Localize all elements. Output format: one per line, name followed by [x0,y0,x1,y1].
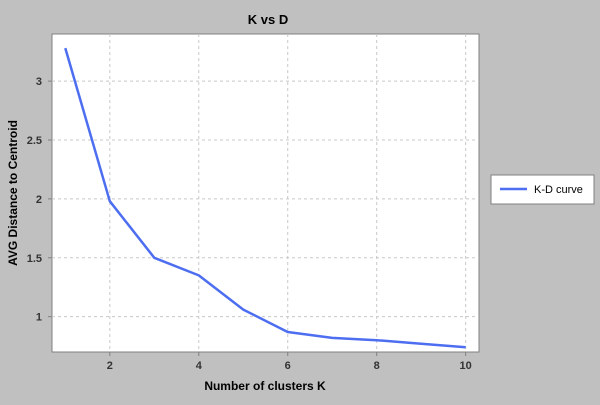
plot-area [51,33,480,353]
x-tick-label: 6 [285,360,291,372]
x-axis-label: Number of clusters K [204,379,326,393]
series-lines [64,47,466,349]
y-tick-label: 1 [36,312,42,324]
legend-label-k-d-curve: K-D curve [534,184,583,196]
tick-labels: 2 4 6 8 10 1 1.5 2 2.5 3 [27,76,472,372]
x-tick-label: 2 [107,360,113,372]
chart-title: K vs D [248,12,288,27]
x-tick-label: 4 [196,360,203,372]
series-line-k-d-curve [64,47,466,349]
grid-lines [52,34,479,352]
x-tick-label: 10 [460,360,472,372]
legend: K-D curve [490,174,595,205]
y-tick-label: 1.5 [27,253,42,265]
x-tick-label: 8 [374,360,380,372]
y-axis-label: AVG Distance to Centroid [6,120,20,266]
y-tick-label: 2 [36,194,42,206]
y-tick-label: 3 [36,76,42,88]
y-tick-label: 2.5 [27,135,42,147]
